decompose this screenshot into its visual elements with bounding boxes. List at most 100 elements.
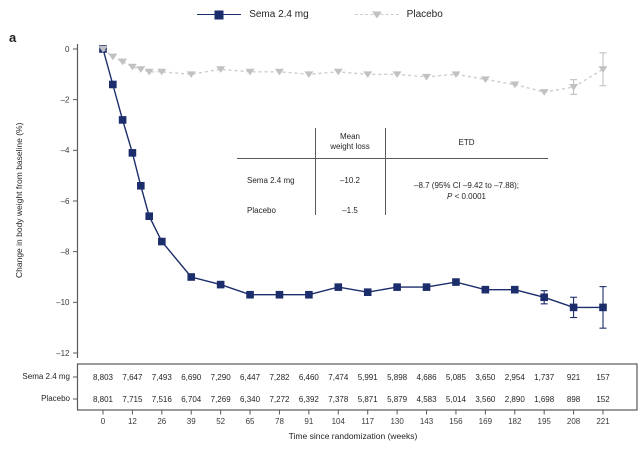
placebo-data-marker xyxy=(569,83,579,91)
sema-data-marker xyxy=(145,212,154,220)
placebo-data-marker xyxy=(333,68,343,76)
x-tick-label: 78 xyxy=(275,417,284,426)
placebo-data-marker xyxy=(304,71,314,78)
placebo-data-marker xyxy=(186,71,196,78)
counts-sema-value: 7,474 xyxy=(328,373,349,382)
sema-data-marker xyxy=(540,293,548,302)
panel-label: a xyxy=(9,30,17,45)
inset-header-line1: Mean xyxy=(339,132,360,141)
counts-sema-value: 2,954 xyxy=(505,373,526,382)
p-italic: P xyxy=(447,192,453,201)
sema-data-marker xyxy=(510,285,519,294)
sema-data-marker xyxy=(275,290,284,299)
y-tick-label: 0 xyxy=(65,45,70,54)
counts-sema-value: 7,290 xyxy=(211,373,232,382)
counts-placebo-value: 7,378 xyxy=(328,395,349,404)
counts-sema-value: 5,085 xyxy=(446,373,467,382)
x-tick-label: 221 xyxy=(596,417,610,426)
sema-data-marker xyxy=(128,149,137,157)
placebo-data-marker xyxy=(451,71,461,78)
sema-data-marker xyxy=(137,181,145,190)
y-tick-label: –10 xyxy=(56,298,70,307)
counts-placebo-value: 6,340 xyxy=(240,395,261,404)
inset-table-divider xyxy=(385,128,386,215)
x-tick-label: 12 xyxy=(128,417,137,426)
x-tick-label: 91 xyxy=(304,417,313,426)
y-tick-label: –4 xyxy=(61,146,70,155)
etd-line2: P < 0.0001 xyxy=(385,191,548,202)
inset-row-label-placebo: Placebo xyxy=(247,206,276,215)
placebo-data-marker xyxy=(245,68,255,76)
x-tick-label: 39 xyxy=(187,417,196,426)
sema-data-marker xyxy=(158,237,166,246)
sema-data-marker xyxy=(305,290,313,299)
sema-data-marker xyxy=(452,278,460,286)
counts-placebo-value: 5,879 xyxy=(387,395,408,404)
x-tick-label: 104 xyxy=(332,417,346,426)
square-marker-icon xyxy=(214,10,224,19)
placebo-data-marker xyxy=(216,66,226,73)
sema-data-marker xyxy=(216,280,225,289)
placebo-data-marker xyxy=(363,71,373,78)
placebo-data-marker xyxy=(108,53,118,61)
counts-table-box xyxy=(76,363,638,411)
counts-placebo-value: 6,392 xyxy=(299,395,320,404)
sema-data-marker xyxy=(109,80,117,89)
counts-sema-value: 157 xyxy=(596,373,610,382)
placebo-data-marker xyxy=(539,89,549,96)
counts-sema-value: 1,737 xyxy=(534,373,555,382)
inset-value-placebo-mean: –1.5 xyxy=(342,206,358,215)
placebo-data-marker xyxy=(127,63,137,71)
inset-etd-value: –8.7 (95% CI –9.42 to –7.88); P < 0.0001 xyxy=(385,180,548,202)
counts-sema-value: 6,690 xyxy=(181,373,202,382)
inset-header-etd: ETD xyxy=(458,138,475,147)
counts-placebo-value: 7,516 xyxy=(152,395,173,404)
legend-item-placebo: Placebo xyxy=(354,8,443,20)
x-tick-label: 0 xyxy=(101,417,106,426)
inset-value-sema-mean: –10.2 xyxy=(339,176,361,185)
legend-label-placebo: Placebo xyxy=(406,8,443,20)
legend-item-sema: Sema 2.4 mg xyxy=(197,8,309,20)
placebo-series-line xyxy=(102,48,604,93)
counts-row-label-sema: Sema 2.4 mg xyxy=(22,372,70,381)
counts-placebo-value: 2,890 xyxy=(505,395,526,404)
placebo-data-marker xyxy=(118,58,128,66)
y-tick-label: –6 xyxy=(61,197,70,206)
counts-sema-value: 6,460 xyxy=(299,373,320,382)
x-tick-label: 195 xyxy=(538,417,552,426)
inset-header-line2: weight loss xyxy=(330,142,370,151)
placebo-data-marker xyxy=(144,68,154,76)
placebo-data-marker xyxy=(274,68,284,76)
p-value: < 0.0001 xyxy=(452,192,486,201)
counts-placebo-value: 5,014 xyxy=(446,395,467,404)
counts-sema-value: 6,447 xyxy=(240,373,261,382)
counts-placebo-value: 7,272 xyxy=(269,395,290,404)
counts-sema-value: 7,493 xyxy=(152,373,173,382)
y-tick-label: –2 xyxy=(61,95,70,104)
x-tick-label: 130 xyxy=(390,417,404,426)
counts-placebo-value: 3,560 xyxy=(475,395,496,404)
placebo-data-marker xyxy=(392,71,402,78)
legend-label-sema: Sema 2.4 mg xyxy=(249,8,309,20)
triangle-down-marker-icon xyxy=(371,11,382,18)
placebo-data-marker xyxy=(157,68,167,76)
placebo-data-marker xyxy=(136,66,146,73)
counts-placebo-value: 152 xyxy=(596,395,610,404)
placebo-data-marker xyxy=(422,73,432,81)
sema-series-line xyxy=(102,48,603,309)
sema-line-sample xyxy=(197,10,242,19)
counts-placebo-value: 7,269 xyxy=(211,395,232,404)
inset-stats-table: Mean weight loss ETD Sema 2.4 mg Placebo… xyxy=(237,121,548,220)
chart-legend: Sema 2.4 mg Placebo xyxy=(0,5,640,23)
x-tick-label: 182 xyxy=(508,417,522,426)
counts-placebo-value: 6,704 xyxy=(181,395,202,404)
counts-placebo-value: 5,871 xyxy=(358,395,379,404)
sema-data-marker xyxy=(118,116,127,124)
x-tick-label: 143 xyxy=(420,417,434,426)
counts-sema-value: 8,803 xyxy=(93,373,114,382)
sema-data-marker xyxy=(569,303,578,312)
counts-row-label-placebo: Placebo xyxy=(41,394,70,403)
inset-row-label-sema: Sema 2.4 mg xyxy=(247,176,295,185)
